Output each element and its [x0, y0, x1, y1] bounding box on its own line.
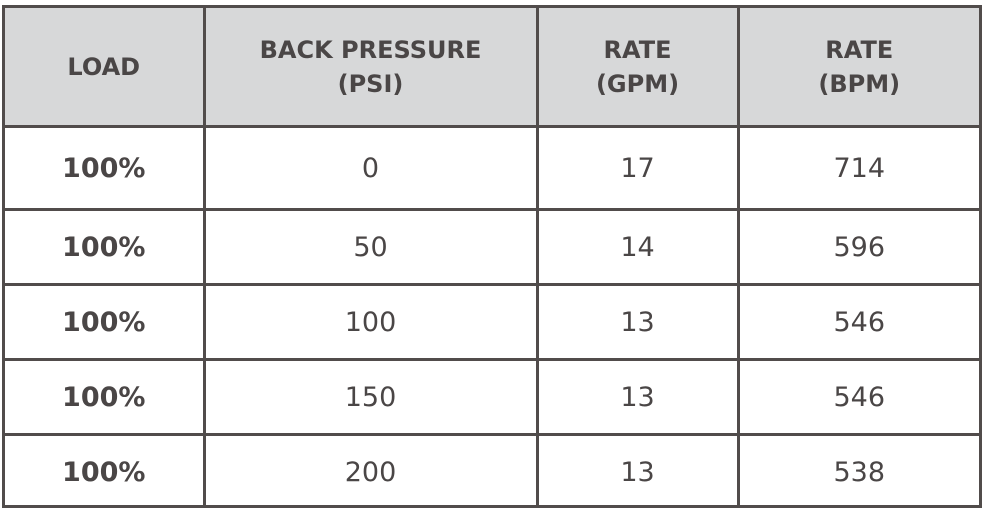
rate-gpm-cell: 13: [535, 283, 740, 361]
table-row: 100% 100 13 546: [5, 283, 979, 361]
data-table-container: LOAD BACK PRESSURE (PSI) RATE (GPM) RATE…: [2, 5, 982, 508]
header-back-pressure: BACK PRESSURE (PSI): [202, 8, 539, 128]
back-pressure-cell: 100: [202, 283, 539, 361]
header-rate-gpm: RATE (GPM): [535, 8, 740, 128]
load-cell: 100%: [5, 208, 206, 286]
table-row: 100% 150 13 546: [5, 358, 979, 436]
rate-gpm-cell: 17: [535, 125, 740, 211]
table-row: 100% 200 13 538: [5, 433, 979, 508]
header-rate-gpm-unit: (GPM): [595, 69, 680, 98]
table-row: 100% 50 14 596: [5, 208, 979, 286]
rate-bpm-cell: 546: [736, 283, 979, 361]
rate-bpm-cell: 546: [736, 358, 979, 436]
load-cell: 100%: [5, 433, 206, 508]
rate-gpm-cell: 13: [535, 433, 740, 508]
table-header: LOAD BACK PRESSURE (PSI) RATE (GPM) RATE…: [5, 8, 979, 128]
header-rate-bpm: RATE (BPM): [736, 8, 979, 128]
rate-bpm-cell: 714: [736, 125, 979, 211]
back-pressure-cell: 50: [202, 208, 539, 286]
header-load: LOAD: [5, 8, 206, 128]
table-body: 100% 0 17 714 100% 50 14 596 100% 100 13…: [5, 125, 979, 508]
back-pressure-cell: 0: [202, 125, 539, 211]
pressure-rate-table: LOAD BACK PRESSURE (PSI) RATE (GPM) RATE…: [5, 8, 979, 508]
back-pressure-cell: 200: [202, 433, 539, 508]
rate-gpm-cell: 13: [535, 358, 740, 436]
header-load-label: LOAD: [67, 52, 141, 81]
back-pressure-cell: 150: [202, 358, 539, 436]
load-cell: 100%: [5, 125, 206, 211]
table-row: 100% 0 17 714: [5, 125, 979, 211]
load-cell: 100%: [5, 283, 206, 361]
header-rate-bpm-unit: (BPM): [818, 69, 901, 98]
header-row: LOAD BACK PRESSURE (PSI) RATE (GPM) RATE…: [5, 8, 979, 128]
load-cell: 100%: [5, 358, 206, 436]
header-rate-bpm-label: RATE: [825, 35, 894, 64]
header-back-pressure-unit: (PSI): [337, 69, 404, 98]
header-rate-gpm-label: RATE: [603, 35, 672, 64]
header-back-pressure-label: BACK PRESSURE: [259, 35, 482, 64]
rate-gpm-cell: 14: [535, 208, 740, 286]
rate-bpm-cell: 538: [736, 433, 979, 508]
rate-bpm-cell: 596: [736, 208, 979, 286]
